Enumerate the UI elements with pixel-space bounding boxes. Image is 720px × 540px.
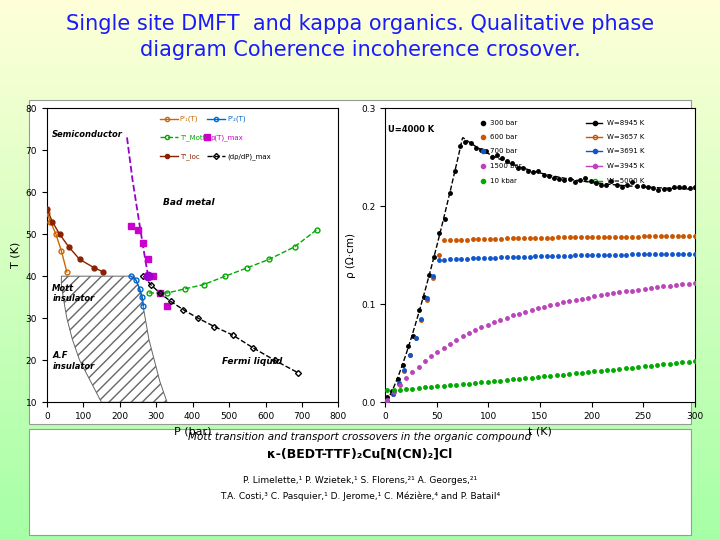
Text: Semiconductor: Semiconductor — [53, 131, 123, 139]
Text: W=3945 K: W=3945 K — [607, 163, 644, 169]
Y-axis label: ρ (Ω·cm): ρ (Ω·cm) — [346, 233, 356, 278]
Text: Mott
insulator: Mott insulator — [53, 284, 94, 303]
Text: Mott transition and transport crossovers in the organic compound: Mott transition and transport crossovers… — [189, 432, 531, 442]
Text: diagram Coherence incoherence crosover.: diagram Coherence incoherence crosover. — [140, 40, 580, 60]
Text: (dρ/dP)_max: (dρ/dP)_max — [228, 153, 271, 160]
Y-axis label: T (K): T (K) — [10, 242, 20, 268]
Text: ρ(T)_max: ρ(T)_max — [211, 134, 243, 141]
Text: Bad metal: Bad metal — [163, 198, 215, 207]
Text: 700 bar: 700 bar — [490, 148, 518, 154]
Text: 300 bar: 300 bar — [490, 120, 518, 126]
Text: T.A. Costi,³ C. Pasquier,¹ D. Jerome,¹ C. Mézière,⁴ and P. Batail⁴: T.A. Costi,³ C. Pasquier,¹ D. Jerome,¹ C… — [220, 491, 500, 501]
Text: P'₁(T): P'₁(T) — [180, 115, 198, 122]
Text: 1500 bar: 1500 bar — [490, 163, 522, 169]
Text: 10 kbar: 10 kbar — [490, 178, 518, 184]
Text: P'₂(T): P'₂(T) — [228, 115, 246, 122]
X-axis label: P (bar): P (bar) — [174, 427, 212, 436]
X-axis label: t (K): t (K) — [528, 427, 552, 436]
Text: W=8945 K: W=8945 K — [607, 120, 644, 126]
Text: A.F
insulator: A.F insulator — [53, 351, 94, 370]
Text: W=3657 K: W=3657 K — [607, 134, 644, 140]
Text: W=3691 K: W=3691 K — [607, 148, 644, 154]
Text: W=5000 K: W=5000 K — [607, 178, 644, 184]
FancyBboxPatch shape — [29, 429, 691, 535]
Text: T'_loc: T'_loc — [180, 153, 199, 160]
Text: Single site DMFT  and kappa organics. Qualitative phase: Single site DMFT and kappa organics. Qua… — [66, 14, 654, 33]
FancyBboxPatch shape — [29, 100, 691, 424]
Text: P. Limelette,¹ P. Wzietek,¹ S. Florens,²¹ A. Georges,²¹: P. Limelette,¹ P. Wzietek,¹ S. Florens,²… — [243, 476, 477, 485]
Text: Fermi liquid: Fermi liquid — [222, 357, 282, 367]
Text: T'_Mott: T'_Mott — [180, 134, 205, 141]
Text: U=4000 K: U=4000 K — [388, 125, 434, 133]
Text: κ-(BEDT-TTF)₂Cu[N(CN)₂]Cl: κ-(BEDT-TTF)₂Cu[N(CN)₂]Cl — [267, 447, 453, 460]
Text: 600 bar: 600 bar — [490, 134, 518, 140]
